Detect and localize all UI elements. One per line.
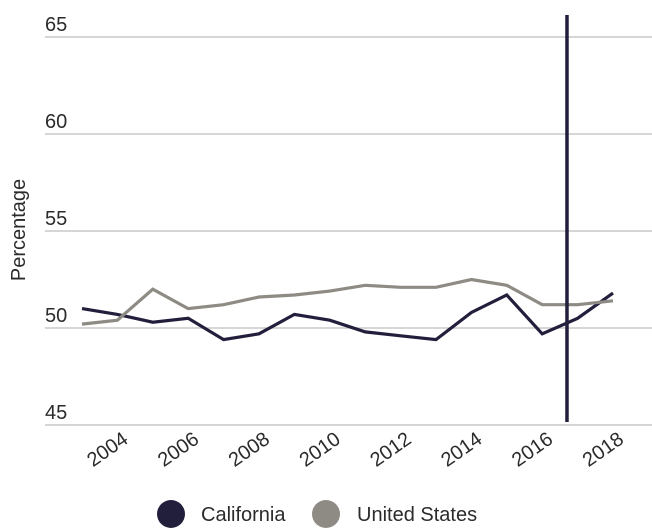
x-tick-label: 2014	[437, 428, 486, 472]
x-tick-label: 2006	[154, 428, 203, 472]
y-tick-label: 65	[45, 14, 67, 36]
y-tick-label: 50	[45, 305, 67, 327]
x-tick-label: 2012	[366, 428, 415, 472]
y-axis: 65 60 55 50 45	[45, 14, 67, 424]
legend: California United States	[157, 500, 477, 528]
y-tick-label: 60	[45, 111, 67, 133]
x-axis: 2004 2006 2008 2010 2012 2014 2016 2018	[83, 428, 628, 472]
series-line-california	[81, 291, 614, 342]
x-tick-label: 2018	[579, 428, 628, 472]
x-tick-label: 2004	[83, 428, 132, 472]
x-tick-label: 2008	[225, 428, 274, 472]
x-tick-label: 2010	[296, 428, 345, 472]
legend-label-united-states: United States	[357, 504, 477, 526]
legend-swatch-california	[157, 500, 185, 528]
y-tick-label: 55	[45, 208, 67, 230]
y-axis-title: Percentage	[8, 179, 30, 281]
legend-label-california: California	[201, 504, 286, 526]
grid-lines	[45, 36, 652, 426]
legend-swatch-united-states	[312, 500, 340, 528]
series-line-united-states	[81, 277, 614, 326]
series-lines	[81, 277, 614, 342]
x-tick-label: 2016	[508, 428, 557, 472]
y-tick-label: 45	[45, 402, 67, 424]
